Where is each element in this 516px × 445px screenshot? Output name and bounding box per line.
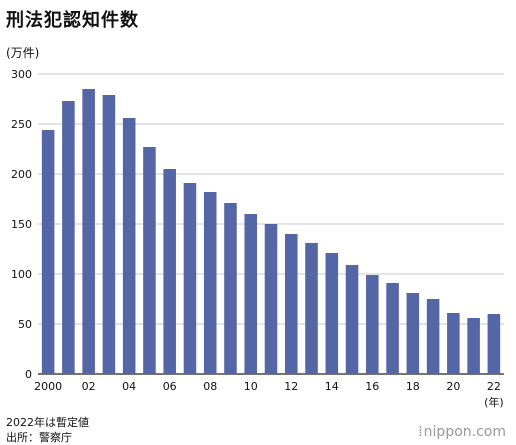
bar-2019 (426, 299, 440, 374)
x-tick-label: 16 (365, 380, 379, 393)
x-tick-label: 2000 (34, 380, 62, 393)
grid-lines (38, 73, 504, 375)
y-tick-label: 150 (11, 218, 32, 231)
bar-2014 (325, 253, 339, 374)
y-tick-label: 50 (18, 318, 32, 331)
y-tick-label: 0 (25, 368, 32, 381)
x-axis-ticks: 2000 02 04 06 08 10 12 14 16 18 20 22 (34, 380, 501, 393)
x-tick-label: 18 (406, 380, 420, 393)
source-note: 出所：警察庁 (6, 431, 72, 444)
x-tick-label: 22 (487, 380, 501, 393)
chart-title: 刑法犯認知件数 (6, 10, 139, 31)
y-tick-label: 100 (11, 268, 32, 281)
brand-dots-icon: ⁞ (418, 424, 423, 440)
y-tick-label: 300 (11, 68, 32, 81)
bar-2018 (406, 293, 420, 374)
x-tick-label: 02 (82, 380, 96, 393)
bar-2001 (62, 101, 75, 374)
bar-2020 (447, 313, 460, 374)
bar-2007 (183, 183, 197, 374)
bar-2022 (487, 314, 501, 374)
x-tick-label: 10 (244, 380, 258, 393)
bar-2005 (143, 147, 156, 374)
bar-2015 (345, 265, 359, 374)
bar-2013 (305, 243, 318, 374)
bar-2002 (82, 89, 95, 374)
x-tick-label: 04 (122, 380, 136, 393)
bar-2008 (203, 192, 217, 374)
bar-2006 (163, 169, 176, 374)
y-axis-unit-label: (万件) (6, 46, 40, 60)
y-tick-label: 200 (11, 168, 32, 181)
bar-2004 (122, 118, 136, 374)
bar-2021 (467, 318, 480, 374)
y-axis-ticks: 0 50 100 150 200 250 300 (11, 68, 32, 381)
x-tick-label: 08 (203, 380, 217, 393)
provisional-note: 2022年は暫定値 (6, 416, 89, 429)
x-axis-unit-label: (年) (484, 395, 504, 409)
bar-2010 (244, 214, 258, 374)
bar-2017 (386, 283, 399, 374)
brand-name: nippon.com (423, 424, 506, 440)
bar-2003 (102, 95, 116, 374)
bar-2009 (224, 203, 237, 374)
bar-2016 (366, 275, 379, 374)
y-tick-label: 250 (11, 118, 32, 131)
x-tick-label: 12 (284, 380, 298, 393)
x-tick-label: 14 (325, 380, 339, 393)
x-tick-label: 06 (163, 380, 177, 393)
bar-2011 (264, 224, 278, 374)
bars (41, 89, 501, 374)
brand-logo: ⁞ nippon.com (418, 424, 506, 440)
bar-2012 (284, 234, 298, 374)
x-tick-label: 20 (446, 380, 460, 393)
bar-2000 (41, 130, 55, 374)
